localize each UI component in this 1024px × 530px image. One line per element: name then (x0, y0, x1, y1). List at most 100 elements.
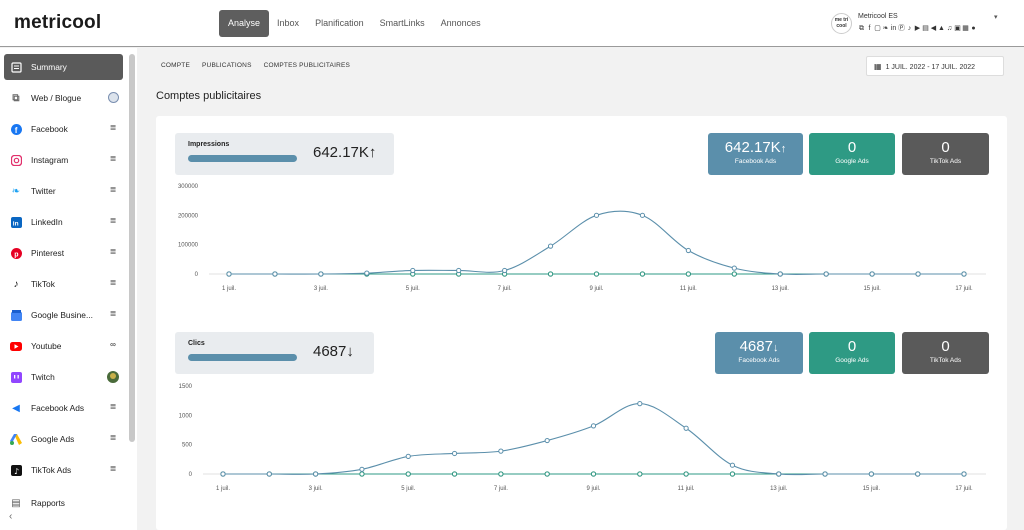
data-point[interactable] (226, 271, 232, 277)
report-icon[interactable]: ≣ (109, 154, 117, 163)
data-point[interactable] (593, 271, 600, 277)
data-point[interactable] (313, 471, 319, 477)
data-point[interactable] (961, 471, 967, 477)
data-point[interactable] (776, 471, 782, 477)
data-point[interactable] (318, 271, 324, 277)
sidebar-item-google-ads[interactable]: Google Ads ≣ (4, 426, 123, 452)
report-icon[interactable]: ≣ (109, 309, 117, 318)
sidebar-item-tiktok-ads[interactable]: ♪ TikTok Ads ≣ (4, 457, 123, 483)
data-point[interactable] (915, 271, 921, 277)
date-range-picker[interactable]: ▦ 1 JUIL. 2022 - 17 JUIL. 2022 (866, 56, 1004, 76)
sidebar-item-reports[interactable]: ▤ Rapports (4, 490, 123, 516)
tab-comptes-publicitaires[interactable]: COMPTES PUBLICITAIRES (263, 62, 351, 69)
tab-publications[interactable]: PUBLICATIONS (202, 62, 252, 69)
data-point[interactable] (683, 471, 689, 477)
sidebar-item-facebook[interactable]: f Facebook ≣ (4, 116, 123, 142)
data-point[interactable] (777, 271, 783, 277)
nav-inbox[interactable]: Inbox (277, 18, 300, 28)
data-point[interactable] (590, 423, 597, 429)
data-point[interactable] (823, 271, 829, 277)
data-point[interactable] (731, 265, 737, 271)
data-point[interactable] (364, 270, 370, 276)
sidebar-item-twitter[interactable]: ❧ Twitter ≣ (4, 178, 123, 204)
google-business-icon: ▦ (962, 25, 969, 32)
data-point[interactable] (266, 471, 272, 477)
data-point[interactable] (590, 471, 597, 477)
data-point[interactable] (451, 450, 458, 457)
data-point[interactable] (822, 471, 828, 477)
tab-compte[interactable]: COMPTE (161, 62, 191, 69)
sidebar-item-instagram[interactable]: Instagram ≣ (4, 147, 123, 173)
sidebar-item-linkedin[interactable]: in LinkedIn ≣ (4, 209, 123, 235)
app-logo[interactable]: metricool (14, 12, 102, 33)
data-point[interactable] (637, 401, 643, 407)
data-point[interactable] (729, 462, 736, 468)
data-point[interactable] (220, 471, 226, 477)
data-point[interactable] (685, 247, 691, 254)
google-business-icon (9, 308, 23, 322)
collapse-sidebar-icon[interactable]: ‹ (9, 511, 13, 522)
data-point[interactable] (729, 471, 736, 477)
data-point[interactable] (272, 271, 278, 277)
data-point[interactable] (544, 437, 550, 444)
x-tick-label: 7 juil. (498, 286, 512, 292)
account-switcher[interactable]: me tri cool Metricool ES ▾ ⧉ f ▢ ❧ in Ⓟ … (831, 12, 1011, 38)
report-icon[interactable]: ≣ (109, 402, 117, 411)
data-point[interactable] (410, 267, 416, 274)
sidebar-item-pinterest[interactable]: p Pinterest ≣ (4, 240, 123, 266)
data-point[interactable] (637, 471, 643, 477)
nav-analyse[interactable]: Analyse (219, 10, 270, 37)
chevron-down-icon[interactable]: ▾ (994, 14, 998, 21)
kpi-facebook-ads-impressions[interactable]: 642.17K↑ Facebook Ads (708, 133, 803, 175)
data-point[interactable] (456, 267, 462, 274)
nav-smartlinks[interactable]: SmartLinks (379, 18, 425, 28)
data-point[interactable] (961, 271, 967, 277)
kpi-google-ads-impressions[interactable]: 0 Google Ads (809, 133, 895, 175)
data-point[interactable] (868, 471, 874, 477)
data-point[interactable] (405, 471, 411, 477)
report-icon[interactable]: ≣ (109, 464, 117, 473)
clicks-chart[interactable]: 0 500 1000 1500 1 juil. 3 juil. 5 juil. 7 juil.… (156, 380, 1007, 500)
data-point[interactable] (359, 466, 365, 472)
sidebar-item-facebook-ads[interactable]: ◀ Facebook Ads ≣ (4, 395, 123, 421)
data-point[interactable] (685, 271, 691, 277)
data-point[interactable] (451, 471, 458, 477)
data-point[interactable] (869, 271, 875, 277)
data-point[interactable] (639, 271, 646, 277)
data-point[interactable] (359, 471, 365, 477)
data-point[interactable] (915, 471, 921, 477)
kpi-tiktok-ads-clicks[interactable]: 0 TikTok Ads (902, 332, 989, 374)
data-point[interactable] (544, 471, 550, 477)
data-point[interactable] (547, 243, 554, 249)
data-point[interactable] (547, 271, 554, 277)
data-point[interactable] (498, 448, 504, 454)
link-icon[interactable]: ∞ (110, 340, 116, 349)
data-point[interactable] (405, 453, 411, 460)
nav-planification[interactable]: Planification (315, 18, 364, 28)
impressions-chart[interactable]: 0 100000 200000 300000 1 juil. 3 juil. 5 juil.… (156, 180, 1007, 300)
data-point[interactable] (593, 212, 600, 218)
report-icon[interactable]: ≣ (109, 185, 117, 194)
sidebar-item-google-business[interactable]: Google Busine... ≣ (4, 302, 123, 328)
report-icon[interactable]: ≣ (109, 247, 117, 256)
nav-annonces[interactable]: Annonces (440, 18, 481, 28)
data-point[interactable] (731, 271, 737, 277)
kpi-tiktok-ads-impressions[interactable]: 0 TikTok Ads (902, 133, 989, 175)
data-point[interactable] (498, 471, 504, 477)
data-point[interactable] (502, 267, 508, 274)
sidebar-item-label: Twitch (31, 372, 55, 382)
kpi-facebook-ads-clicks[interactable]: 4687↓ Facebook Ads (715, 332, 803, 374)
kpi-google-ads-clicks[interactable]: 0 Google Ads (809, 332, 895, 374)
sidebar-item-tiktok[interactable]: ♪ TikTok ≣ (4, 271, 123, 297)
sidebar-item-youtube[interactable]: Youtube ∞ (4, 333, 123, 359)
report-icon[interactable]: ≣ (109, 216, 117, 225)
report-icon[interactable]: ≣ (109, 433, 117, 442)
data-point[interactable] (639, 212, 646, 218)
sidebar-item-twitch[interactable]: Twitch (4, 364, 123, 390)
sidebar-item-web-blog[interactable]: ⧉ Web / Blogue (4, 85, 123, 111)
sidebar-scrollbar[interactable] (129, 54, 135, 442)
data-point[interactable] (683, 425, 689, 431)
report-icon[interactable]: ≣ (109, 123, 117, 132)
report-icon[interactable]: ≣ (109, 278, 117, 287)
sidebar-item-summary[interactable]: Summary (4, 54, 123, 80)
